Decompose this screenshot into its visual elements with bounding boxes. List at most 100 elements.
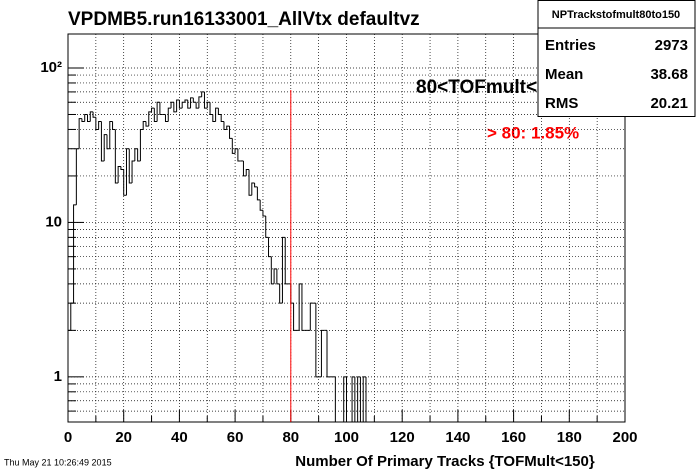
histogram-bin <box>100 121 105 162</box>
histogram-bin <box>281 236 286 304</box>
histogram-bin <box>320 329 325 377</box>
histogram-bin <box>254 182 258 188</box>
histogram-bin <box>351 376 355 422</box>
timestamp: Thu May 21 10:26:49 2015 <box>4 457 112 467</box>
histogram-bin <box>365 376 369 423</box>
histogram-bin <box>103 134 107 161</box>
y-tick-label: 10 <box>45 213 62 230</box>
histogram-bin <box>298 283 302 331</box>
x-tick-label: 180 <box>557 429 582 446</box>
histogram-bin <box>357 376 361 422</box>
histogram-bin <box>170 101 174 109</box>
histogram-bin <box>145 121 149 127</box>
x-tick-label: 100 <box>334 429 359 446</box>
histogram-bin <box>67 329 71 422</box>
histogram-bin <box>73 204 77 304</box>
histogram-bin <box>245 169 250 176</box>
histogram-bin <box>326 330 330 378</box>
histogram-bin <box>117 166 121 183</box>
histogram-bin <box>215 107 219 122</box>
histogram-bin <box>187 100 191 109</box>
histogram-bin <box>309 302 314 331</box>
histogram-bin <box>95 117 99 130</box>
histogram-bin <box>270 256 275 285</box>
histogram-bin <box>112 121 116 130</box>
stats-label: Entries <box>545 37 596 54</box>
histogram-bin <box>315 303 319 378</box>
histogram-bin <box>184 99 188 103</box>
histogram-bin <box>359 376 364 423</box>
histogram-bin <box>212 114 216 123</box>
histogram-bin <box>173 102 177 113</box>
histogram-bin <box>276 268 280 285</box>
histogram-bin <box>131 160 135 183</box>
x-tick-label: 40 <box>171 429 188 446</box>
histogram-bin <box>89 111 94 122</box>
histogram-bin <box>125 148 130 196</box>
histogram-bin <box>84 113 88 122</box>
y-tick-label: 10² <box>40 59 62 76</box>
histogram-bin <box>70 302 74 331</box>
histogram-bin <box>262 210 266 217</box>
histogram-bin <box>259 199 263 211</box>
histogram-bin <box>164 114 169 123</box>
histogram-bin <box>343 376 347 422</box>
stats-label: RMS <box>545 95 578 112</box>
histogram-bin <box>237 148 241 162</box>
x-tick-label: 60 <box>227 429 244 446</box>
x-axis-label: Number Of Primary Tracks {TOFMult<150} <box>295 453 595 470</box>
histogram-bin <box>293 303 297 331</box>
annotation: > 80: 1.85% <box>487 123 579 142</box>
histogram-bin <box>159 102 163 115</box>
histogram-bin <box>114 129 119 184</box>
stats-value: 2973 <box>655 37 688 54</box>
x-tick-label: 20 <box>115 429 132 446</box>
annotation: 80<TOFmult<150 <box>416 77 569 98</box>
histogram-bin <box>209 102 213 115</box>
x-tick-label: 0 <box>64 429 72 446</box>
histogram-bin <box>195 102 199 109</box>
histogram-bin <box>134 148 138 161</box>
stats-title: NPTrackstofmult80to150 <box>552 9 680 21</box>
histogram-bin <box>234 148 238 154</box>
histogram-bin <box>301 283 305 331</box>
histogram-bin <box>92 111 96 118</box>
x-tick-label: 160 <box>501 429 526 446</box>
histogram-bin <box>167 107 172 122</box>
histogram-bin <box>176 99 180 112</box>
histogram-bin <box>75 148 80 205</box>
histogram-bin <box>248 169 252 196</box>
histogram-bin <box>354 376 358 423</box>
stats-value: 38.68 <box>650 66 688 83</box>
y-tick-label: 1 <box>54 368 62 385</box>
histogram-bin <box>223 121 227 130</box>
histogram-bin <box>98 121 102 130</box>
histogram-bin <box>206 101 211 109</box>
histogram-bin <box>229 126 233 139</box>
histogram-bin <box>256 186 261 201</box>
histogram-bin <box>284 237 289 285</box>
histogram-bin <box>81 118 85 123</box>
stats-box <box>537 0 696 117</box>
x-tick-label: 200 <box>612 429 637 446</box>
histogram-bin <box>334 376 339 423</box>
histogram-bin <box>153 108 158 123</box>
histogram-bin <box>198 96 202 109</box>
histogram-bin <box>139 128 144 161</box>
histogram-bin <box>120 166 124 171</box>
histogram-bin <box>128 148 133 184</box>
stats-label: Mean <box>545 66 583 83</box>
histogram-bin <box>148 111 152 127</box>
histogram-bin <box>362 376 366 422</box>
stats-value: 20.21 <box>650 95 688 112</box>
histogram-bin <box>346 376 350 423</box>
histogram-bin <box>151 107 155 112</box>
histogram-bin <box>279 283 283 304</box>
histogram-bin <box>226 125 230 130</box>
x-tick-label: 140 <box>445 429 470 446</box>
histogram-bin <box>251 182 255 196</box>
histogram-bin <box>78 118 82 149</box>
histogram-bin <box>273 268 277 284</box>
histogram-bin <box>137 148 141 162</box>
